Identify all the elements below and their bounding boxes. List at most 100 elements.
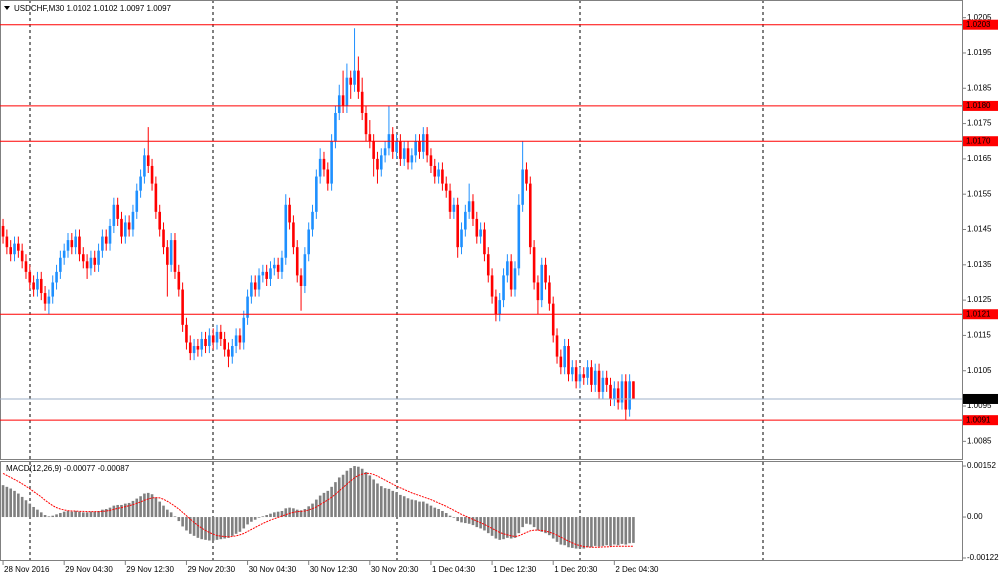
- candle-body: [620, 381, 624, 403]
- candle-body: [437, 169, 440, 177]
- histogram-bar: [322, 492, 326, 518]
- candle-body: [448, 190, 452, 212]
- histogram-bar: [97, 511, 100, 518]
- menu-triangle[interactable]: [4, 6, 10, 10]
- histogram-bar: [208, 517, 211, 541]
- candle-body: [551, 303, 555, 336]
- x-tick-label: 1 Dec 20:30: [554, 565, 598, 574]
- candle-body: [418, 141, 421, 152]
- candle-body: [208, 335, 211, 347]
- level-label: 1.0180: [966, 101, 991, 110]
- histogram-bar: [379, 486, 383, 518]
- histogram-bar: [276, 511, 280, 518]
- histogram-bar: [437, 508, 440, 518]
- candle-body: [422, 134, 425, 152]
- candle-body: [230, 346, 234, 357]
- candle-body: [246, 296, 249, 318]
- candle-body: [357, 70, 360, 92]
- histogram-bar: [173, 516, 177, 518]
- histogram-bar: [414, 500, 417, 518]
- y-tick-label: 1.0155: [967, 189, 992, 198]
- histogram-bar: [563, 517, 566, 546]
- candle-body: [364, 112, 368, 135]
- candle-body: [628, 381, 631, 410]
- histogram-bar: [528, 517, 532, 525]
- candle-body: [127, 222, 131, 230]
- candle-body: [124, 222, 127, 237]
- candle-body: [318, 158, 322, 177]
- x-tick-label: 1 Dec 12:30: [493, 565, 537, 574]
- histogram-bar: [456, 517, 459, 522]
- histogram-bar: [185, 517, 188, 531]
- histogram-bar: [28, 503, 32, 518]
- level-label: 1.0091: [966, 415, 991, 424]
- chart-title: USDCHF,M30 1.0102 1.0102 1.0097 1.0097: [14, 4, 172, 13]
- histogram-bar: [20, 496, 24, 518]
- histogram-bar: [315, 499, 318, 518]
- histogram-bar: [120, 504, 123, 518]
- candle-body: [509, 261, 513, 290]
- y-tick-label: 1.0175: [967, 119, 992, 128]
- histogram-bar: [590, 517, 593, 548]
- candle-body: [265, 271, 268, 279]
- candle-body: [590, 367, 593, 385]
- candle-body: [391, 134, 395, 152]
- histogram-bar: [124, 503, 127, 518]
- histogram-bar: [146, 492, 150, 518]
- candle-body: [261, 271, 265, 276]
- candle-body: [5, 236, 9, 248]
- candle-body: [490, 275, 494, 297]
- histogram-bar: [108, 507, 112, 518]
- histogram-bar: [78, 511, 81, 518]
- histogram-bar: [227, 517, 230, 538]
- histogram-bar: [169, 512, 173, 518]
- candle-body: [211, 335, 215, 343]
- histogram-bar: [536, 517, 540, 531]
- histogram-bar: [74, 511, 77, 518]
- histogram-bar: [39, 512, 43, 518]
- candle-body: [414, 141, 417, 156]
- histogram-bar: [517, 517, 521, 534]
- histogram-bar: [219, 517, 223, 540]
- histogram-bar: [357, 466, 360, 518]
- candle-body: [563, 346, 566, 368]
- current-price-label: 1.0097: [966, 394, 991, 403]
- histogram-bar: [601, 517, 605, 546]
- histogram-bar: [295, 509, 299, 518]
- histogram-bar: [433, 507, 437, 518]
- histogram-bar: [93, 511, 97, 518]
- candle-body: [93, 257, 97, 265]
- histogram-bar: [391, 490, 395, 518]
- candle-body: [593, 370, 597, 385]
- level-box: [963, 100, 998, 111]
- histogram-bar: [337, 477, 341, 518]
- histogram-bar: [555, 517, 559, 542]
- histogram-bar: [188, 517, 192, 534]
- y-tick-label: 1.0145: [967, 225, 992, 234]
- candle-body: [32, 282, 35, 290]
- histogram-bar: [246, 517, 249, 525]
- level-box: [963, 415, 998, 426]
- candle-body: [345, 77, 349, 106]
- candle-body: [273, 264, 276, 269]
- level-label: 1.0203: [966, 20, 991, 29]
- candle-body: [1, 225, 5, 237]
- candle-body: [85, 261, 89, 269]
- candle-body: [353, 70, 356, 85]
- candle-body: [586, 367, 589, 378]
- histogram-bar: [353, 466, 356, 518]
- candle-body: [143, 155, 146, 177]
- x-tick-label: 29 Nov 12:30: [126, 565, 174, 574]
- candle-body: [295, 247, 299, 276]
- candle-body: [605, 377, 608, 385]
- candle-body: [506, 261, 509, 276]
- candle-body: [139, 176, 142, 191]
- x-tick-label: 30 Nov 20:30: [371, 565, 419, 574]
- current-price-box: [963, 393, 998, 404]
- candle-body: [185, 324, 188, 343]
- candle-body: [548, 282, 551, 304]
- y-tick-label: 1.0115: [967, 331, 991, 340]
- histogram-bar: [605, 517, 608, 546]
- candle-body: [78, 236, 81, 255]
- y-tick-label: 1.0095: [967, 401, 992, 410]
